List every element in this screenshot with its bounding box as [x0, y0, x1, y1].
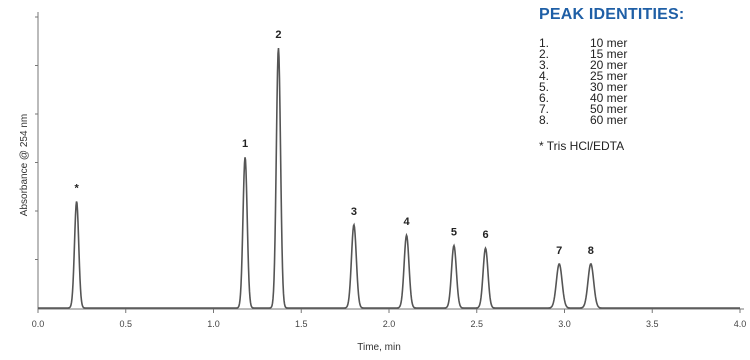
peak-identity-item: 5. 30 mer	[539, 80, 749, 94]
peak-identity-item: 2. 15 mer	[539, 47, 749, 61]
peak-identity-name: 30 mer	[590, 80, 628, 94]
x-tick-label: 0.0	[32, 319, 45, 329]
peak-identity-item: 4. 25 mer	[539, 69, 749, 83]
peak-identities-title: PEAK IDENTITIES:	[539, 6, 685, 23]
peak-identity-number: 4.	[539, 69, 550, 83]
peak-label: 2	[275, 29, 281, 41]
peak-identity-item: 7. 50 mer	[539, 102, 749, 116]
x-axis-title: Time, min	[357, 342, 401, 353]
peak-footnote: * Tris HCl/EDTA	[539, 139, 625, 153]
x-tick-label: 2.0	[383, 319, 396, 329]
peak-identity-name: 15 mer	[590, 47, 628, 61]
x-tick-label: 1.0	[207, 319, 220, 329]
peak-identity-number: 3.	[539, 58, 550, 72]
peak-identity-number: 5.	[539, 80, 550, 94]
peak-identity-item: 1. 10 mer	[539, 36, 749, 50]
peak-identity-name: 60 mer	[590, 113, 628, 127]
peak-identity-name: 50 mer	[590, 102, 628, 116]
peak-identity-item: 3. 20 mer	[539, 58, 749, 72]
peak-identity-number: 8.	[539, 113, 550, 127]
peak-identity-name: 10 mer	[590, 36, 628, 50]
y-axis-title: Absorbance @ 254 nm	[19, 114, 30, 216]
peak-label: 5	[451, 227, 457, 239]
peak-identity-number: 2.	[539, 47, 550, 61]
peak-label: *	[74, 182, 79, 194]
peak-label: 3	[351, 206, 357, 218]
peak-identities-panel: PEAK IDENTITIES: 1. 10 mer 2. 15 mer 3. 20 me…	[539, 6, 749, 153]
peak-identity-number: 6.	[539, 91, 550, 105]
x-tick-label: 4.0	[734, 319, 747, 329]
peak-identity-name: 25 mer	[590, 69, 628, 83]
x-tick-label: 0.5	[119, 319, 132, 329]
peak-identity-name: 20 mer	[590, 58, 628, 72]
peak-identity-name: 40 mer	[590, 91, 628, 105]
chromatogram-trace	[38, 48, 740, 309]
peak-label: 7	[556, 245, 562, 257]
peak-identity-item: 8. 60 mer	[539, 113, 749, 127]
x-tick-label: 3.0	[558, 319, 571, 329]
peak-label: 1	[242, 138, 248, 150]
x-tick-label: 1.5	[295, 319, 308, 329]
peak-label: 8	[588, 245, 594, 257]
x-tick-label: 3.5	[646, 319, 659, 329]
peak-identity-item: 6. 40 mer	[539, 91, 749, 105]
x-tick-label: 2.5	[470, 319, 483, 329]
peak-identities-list: 1. 10 mer 2. 15 mer 3. 20 mer 4. 25 mer 5. 30 mer…	[539, 36, 749, 127]
peak-label: 6	[482, 229, 488, 241]
peak-identity-number: 7.	[539, 102, 550, 116]
peak-label: 4	[403, 216, 410, 228]
peak-identity-number: 1.	[539, 36, 550, 50]
